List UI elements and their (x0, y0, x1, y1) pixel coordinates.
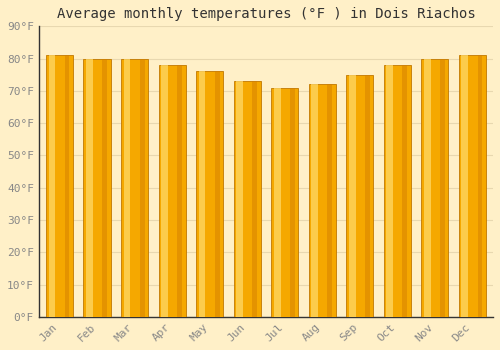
Bar (312, 84, 318, 317)
Bar (196, 71, 223, 317)
Bar (274, 88, 280, 317)
Bar (124, 58, 130, 317)
Bar (161, 65, 168, 317)
Bar (64, 55, 70, 317)
Bar (84, 58, 110, 317)
Bar (86, 58, 93, 317)
Bar (252, 81, 257, 317)
Bar (384, 65, 411, 317)
Bar (271, 88, 298, 317)
Title: Average monthly temperatures (°F ) in Dois Riachos: Average monthly temperatures (°F ) in Do… (56, 7, 476, 21)
Bar (386, 65, 393, 317)
Bar (308, 84, 336, 317)
Bar (46, 55, 73, 317)
Bar (440, 58, 445, 317)
Bar (422, 58, 448, 317)
Bar (234, 81, 260, 317)
Bar (121, 58, 148, 317)
Bar (102, 58, 107, 317)
Bar (346, 75, 374, 317)
Bar (158, 65, 186, 317)
Bar (48, 55, 56, 317)
Bar (462, 55, 468, 317)
Bar (402, 65, 407, 317)
Bar (290, 88, 294, 317)
Bar (459, 55, 486, 317)
Bar (478, 55, 482, 317)
Bar (365, 75, 370, 317)
Bar (177, 65, 182, 317)
Bar (215, 71, 220, 317)
Bar (349, 75, 356, 317)
Bar (328, 84, 332, 317)
Bar (140, 58, 144, 317)
Bar (236, 81, 243, 317)
Bar (424, 58, 430, 317)
Bar (198, 71, 205, 317)
